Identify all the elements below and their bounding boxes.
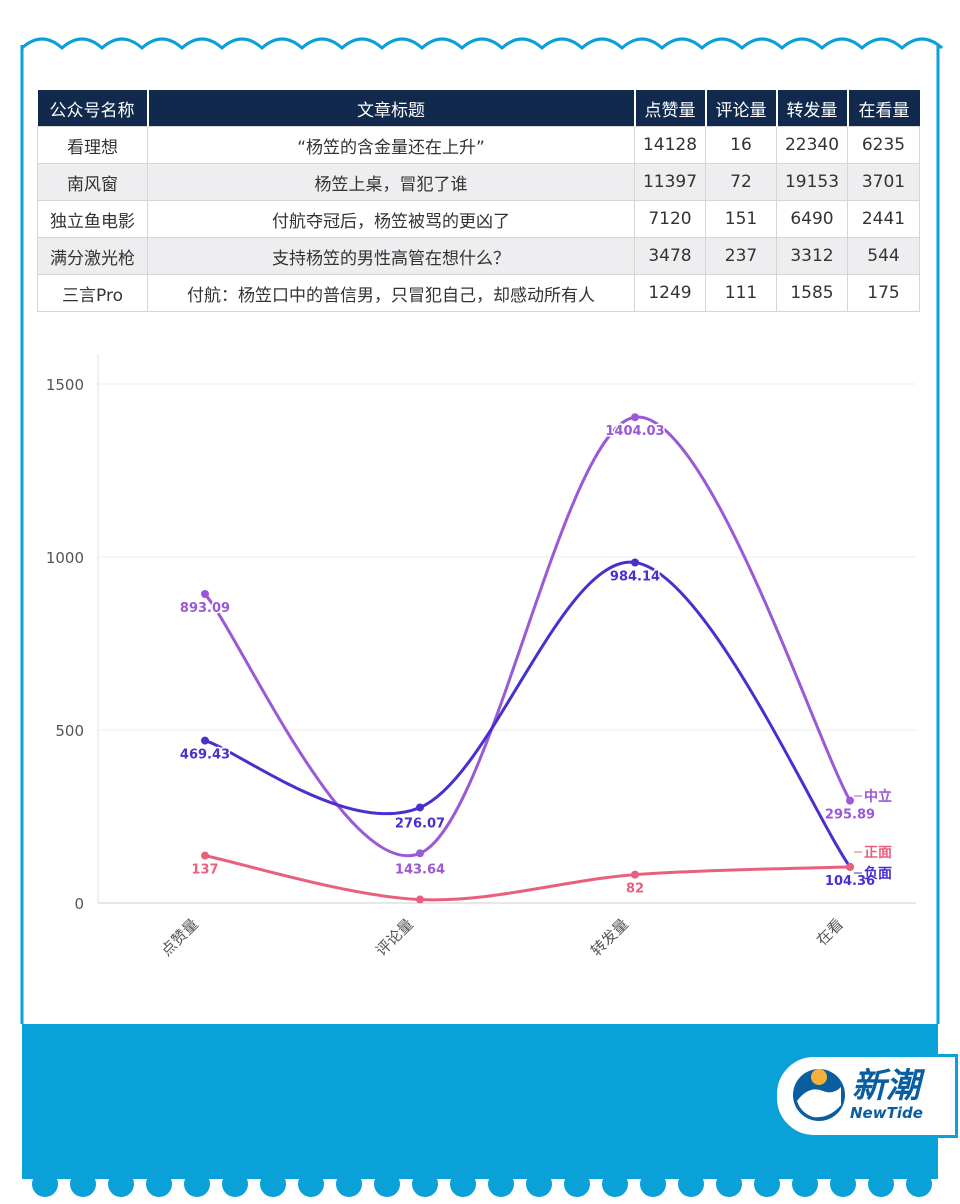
- article-table: 公众号名称 文章标题 点赞量 评论量 转发量 在看量 看理想 “杨笠的含金量还在…: [37, 90, 920, 312]
- cell-shares: 22340: [776, 126, 848, 164]
- data-label: 295.89: [825, 808, 875, 823]
- header-likes: 点赞量: [634, 90, 707, 127]
- header-views: 在看量: [847, 90, 920, 127]
- cell-shares: 1585: [776, 274, 848, 312]
- data-point: [631, 870, 639, 879]
- cell-account: 独立鱼电影: [37, 200, 148, 238]
- series-line-正面: [204, 854, 851, 902]
- header-account: 公众号名称: [37, 90, 149, 127]
- header-comments: 评论量: [705, 90, 778, 127]
- header-shares: 转发量: [776, 90, 849, 127]
- cell-title: 支持杨笠的男性高管在想什么？: [147, 237, 635, 275]
- data-label: 104.36: [825, 874, 875, 889]
- data-label: 893.09: [180, 601, 230, 616]
- cell-shares: 3312: [776, 237, 848, 275]
- data-point: [201, 589, 209, 598]
- x-tick-label: 点赞量: [157, 915, 202, 960]
- cell-likes: 3478: [634, 237, 706, 275]
- table-row: 三言Pro 付航：杨笠口中的普信男，只冒犯自己，却感动所有人 1249 111 …: [37, 274, 920, 312]
- cell-account: 三言Pro: [37, 274, 148, 312]
- y-tick-label: 0: [74, 895, 84, 913]
- data-point: [846, 796, 854, 805]
- cell-account: 看理想: [37, 126, 148, 164]
- cell-shares: 19153: [776, 163, 848, 201]
- data-point: [631, 558, 639, 567]
- series-name-label: 中立: [864, 788, 892, 805]
- cell-title: 付航夺冠后，杨笠被骂的更凶了: [147, 200, 635, 238]
- cell-account: 满分激光枪: [37, 237, 148, 275]
- table-row: 独立鱼电影 付航夺冠后，杨笠被骂的更凶了 7120 151 6490 2441: [37, 200, 920, 238]
- x-tick-label: 转发量: [587, 915, 632, 960]
- cell-likes: 14128: [634, 126, 706, 164]
- cell-title: “杨笠的含金量还在上升”: [147, 126, 635, 164]
- x-tick-label: 评论量: [372, 915, 417, 960]
- cell-views: 3701: [847, 163, 920, 201]
- cell-account: 南风窗: [37, 163, 148, 201]
- wave-logo-icon: [793, 1069, 845, 1121]
- brand-subtitle: NewTide: [850, 1104, 923, 1122]
- data-point: [201, 851, 209, 860]
- cell-views: 6235: [847, 126, 920, 164]
- data-label: 1404.03: [605, 424, 664, 439]
- brand-name: 新潮: [852, 1066, 920, 1106]
- table-header-row: 公众号名称 文章标题 点赞量 评论量 转发量 在看量: [37, 90, 920, 127]
- y-tick-label: 1500: [46, 376, 84, 394]
- article-table-container: 公众号名称 文章标题 点赞量 评论量 转发量 在看量 看理想 “杨笠的含金量还在…: [37, 90, 920, 312]
- series-line-负面: [204, 560, 852, 868]
- cell-comments: 111: [705, 274, 777, 312]
- table-row: 满分激光枪 支持杨笠的男性高管在想什么？ 3478 237 3312 544: [37, 237, 920, 275]
- data-point: [201, 736, 209, 745]
- data-label: 82: [626, 882, 644, 897]
- data-point: [416, 849, 424, 858]
- cell-likes: 1249: [634, 274, 706, 312]
- data-point: [416, 895, 424, 904]
- cell-comments: 72: [705, 163, 777, 201]
- data-point: [416, 803, 424, 812]
- x-tick-label: 在看: [813, 915, 847, 949]
- cell-title: 杨笠上桌，冒犯了谁: [147, 163, 635, 201]
- y-tick-label: 1000: [46, 549, 84, 567]
- series-name-label: 负面: [864, 865, 892, 882]
- cell-shares: 6490: [776, 200, 848, 238]
- cell-comments: 151: [705, 200, 777, 238]
- cell-likes: 11397: [634, 163, 706, 201]
- table-row: 南风窗 杨笠上桌，冒犯了谁 11397 72 19153 3701: [37, 163, 920, 201]
- cell-views: 2441: [847, 200, 920, 238]
- cell-likes: 7120: [634, 200, 706, 238]
- data-label: 137: [191, 863, 218, 878]
- data-label: 469.43: [180, 748, 230, 763]
- table-row: 看理想 “杨笠的含金量还在上升” 14128 16 22340 6235: [37, 126, 920, 164]
- series-name-label: 正面: [864, 845, 892, 861]
- data-point: [631, 413, 639, 422]
- header-title: 文章标题: [147, 90, 636, 127]
- cell-title: 付航：杨笠口中的普信男，只冒犯自己，却感动所有人: [147, 274, 635, 312]
- data-label: 276.07: [395, 816, 445, 831]
- cell-views: 175: [847, 274, 920, 312]
- y-tick-label: 500: [55, 722, 84, 740]
- data-label: 143.64: [395, 862, 445, 877]
- series-line-中立: [203, 415, 852, 858]
- cell-comments: 16: [705, 126, 777, 164]
- data-label: 984.14: [610, 569, 660, 584]
- cell-views: 544: [847, 237, 920, 275]
- brand-logo-box: [774, 1054, 958, 1138]
- cell-comments: 237: [705, 237, 777, 275]
- line-chart: 0 500 1000 1500 点赞量 评论量 转发量 在看 893.09 143.64 1404.…: [46, 354, 916, 960]
- data-point: [846, 862, 854, 871]
